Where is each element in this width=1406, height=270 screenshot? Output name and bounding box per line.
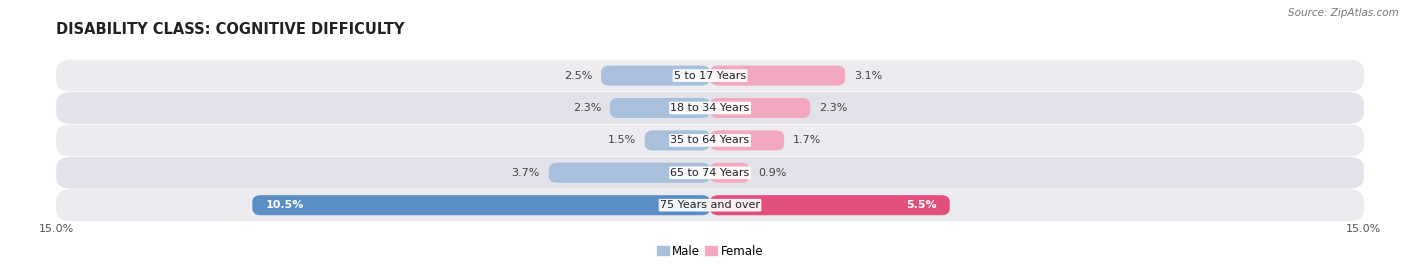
Legend: Male, Female: Male, Female [652,240,768,263]
FancyBboxPatch shape [710,98,810,118]
FancyBboxPatch shape [710,163,749,183]
Text: Source: ZipAtlas.com: Source: ZipAtlas.com [1288,8,1399,18]
Text: DISABILITY CLASS: COGNITIVE DIFFICULTY: DISABILITY CLASS: COGNITIVE DIFFICULTY [56,22,405,37]
Text: 0.9%: 0.9% [758,168,786,178]
FancyBboxPatch shape [644,130,710,150]
Text: 1.7%: 1.7% [793,135,821,146]
FancyBboxPatch shape [610,98,710,118]
Text: 65 to 74 Years: 65 to 74 Years [671,168,749,178]
Text: 5 to 17 Years: 5 to 17 Years [673,70,747,81]
FancyBboxPatch shape [710,130,785,150]
Text: 2.5%: 2.5% [564,70,592,81]
Text: 2.3%: 2.3% [572,103,602,113]
FancyBboxPatch shape [253,195,710,215]
Text: 3.7%: 3.7% [512,168,540,178]
FancyBboxPatch shape [710,195,950,215]
FancyBboxPatch shape [710,66,845,86]
Text: 18 to 34 Years: 18 to 34 Years [671,103,749,113]
Text: 5.5%: 5.5% [905,200,936,210]
Text: 3.1%: 3.1% [853,70,882,81]
FancyBboxPatch shape [56,189,1364,221]
Text: 2.3%: 2.3% [818,103,848,113]
FancyBboxPatch shape [56,124,1364,156]
Text: 35 to 64 Years: 35 to 64 Years [671,135,749,146]
Text: 75 Years and over: 75 Years and over [659,200,761,210]
Text: 10.5%: 10.5% [266,200,304,210]
FancyBboxPatch shape [56,60,1364,92]
FancyBboxPatch shape [548,163,710,183]
FancyBboxPatch shape [56,157,1364,189]
FancyBboxPatch shape [56,92,1364,124]
Text: 1.5%: 1.5% [607,135,636,146]
FancyBboxPatch shape [602,66,710,86]
